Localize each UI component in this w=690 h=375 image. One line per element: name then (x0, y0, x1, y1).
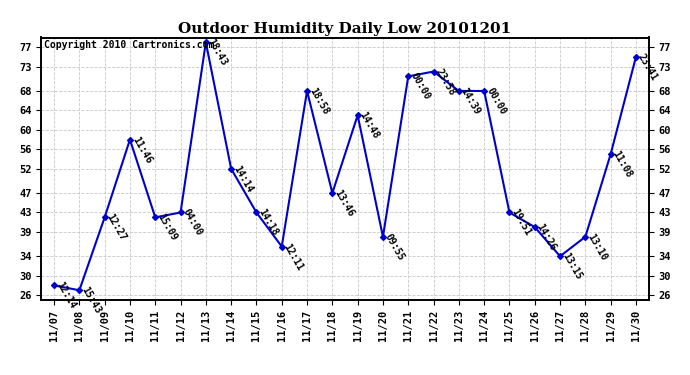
Text: 12:14: 12:14 (54, 280, 77, 311)
Text: 12:11: 12:11 (282, 242, 305, 272)
Text: 19:51: 19:51 (509, 207, 533, 238)
Text: 18:43: 18:43 (206, 38, 229, 68)
Text: 11:46: 11:46 (130, 135, 153, 165)
Text: 00:00: 00:00 (408, 71, 432, 102)
Title: Outdoor Humidity Daily Low 20101201: Outdoor Humidity Daily Low 20101201 (179, 22, 511, 36)
Text: 23:41: 23:41 (636, 52, 660, 82)
Text: 14:18: 14:18 (257, 207, 280, 238)
Text: 13:46: 13:46 (333, 188, 356, 219)
Text: 09:55: 09:55 (383, 232, 406, 262)
Text: 14:48: 14:48 (357, 110, 381, 141)
Text: 04:00: 04:00 (181, 207, 204, 238)
Text: 15:43: 15:43 (79, 285, 103, 316)
Text: 14:26: 14:26 (535, 222, 558, 252)
Text: 00:00: 00:00 (484, 86, 508, 116)
Text: 12:27: 12:27 (105, 212, 128, 243)
Text: 14:14: 14:14 (231, 164, 255, 194)
Text: 13:10: 13:10 (585, 232, 609, 262)
Text: 18:58: 18:58 (307, 86, 331, 116)
Text: 15:09: 15:09 (155, 212, 179, 243)
Text: 11:08: 11:08 (611, 149, 634, 180)
Text: 14:39: 14:39 (459, 86, 482, 116)
Text: 23:58: 23:58 (433, 66, 457, 97)
Text: Copyright 2010 Cartronics.com: Copyright 2010 Cartronics.com (44, 40, 215, 50)
Text: 13:15: 13:15 (560, 251, 584, 282)
